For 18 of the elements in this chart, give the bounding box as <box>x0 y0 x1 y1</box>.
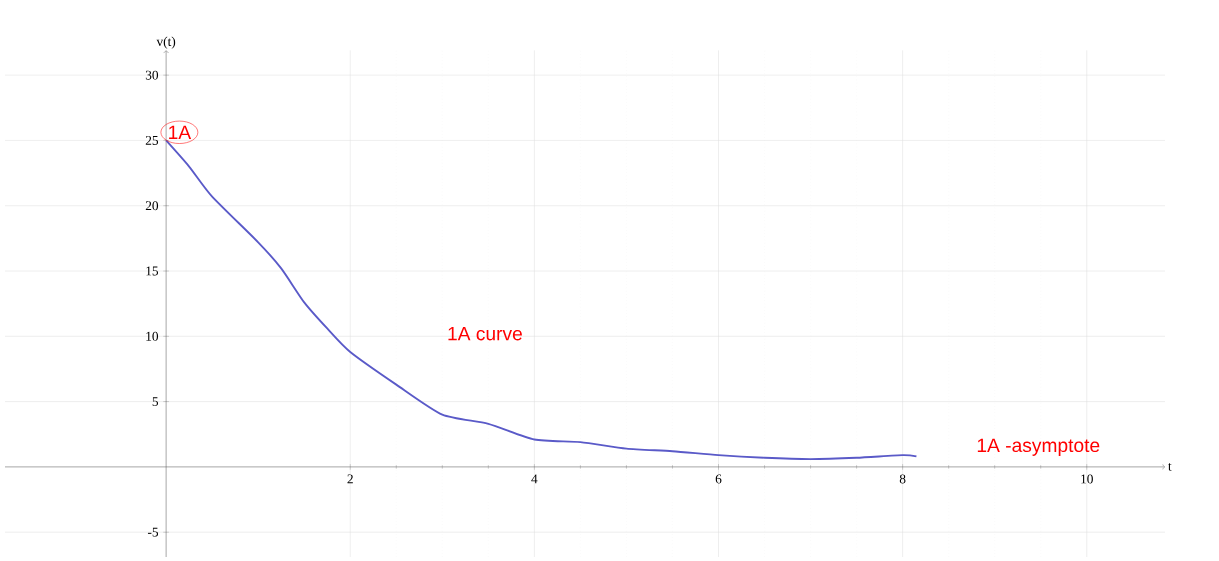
y-tick-label: 25 <box>145 135 159 145</box>
x-tick-label: 2 <box>347 474 353 484</box>
annotation: 1A curve <box>448 326 522 341</box>
y-tick-label: 10 <box>146 331 159 341</box>
y-tick-label: 20 <box>145 201 159 211</box>
y-tick-label: 15 <box>146 266 159 276</box>
x-tick-label: 10 <box>1081 474 1093 484</box>
x-axis-title: t <box>1168 463 1172 471</box>
y-axis-title: v(t) <box>156 36 176 49</box>
y-tick-label: -5 <box>147 527 159 537</box>
annotation: 1A <box>169 125 192 139</box>
x-tick-label: 8 <box>899 474 906 484</box>
x-tick-label: 6 <box>715 474 722 484</box>
annotation: 1A -asymptote <box>977 438 1100 456</box>
y-tick-label: 5 <box>152 397 159 407</box>
x-tick-label: 4 <box>531 474 538 484</box>
line-series <box>165 139 918 460</box>
y-tick-label: 30 <box>145 70 159 80</box>
